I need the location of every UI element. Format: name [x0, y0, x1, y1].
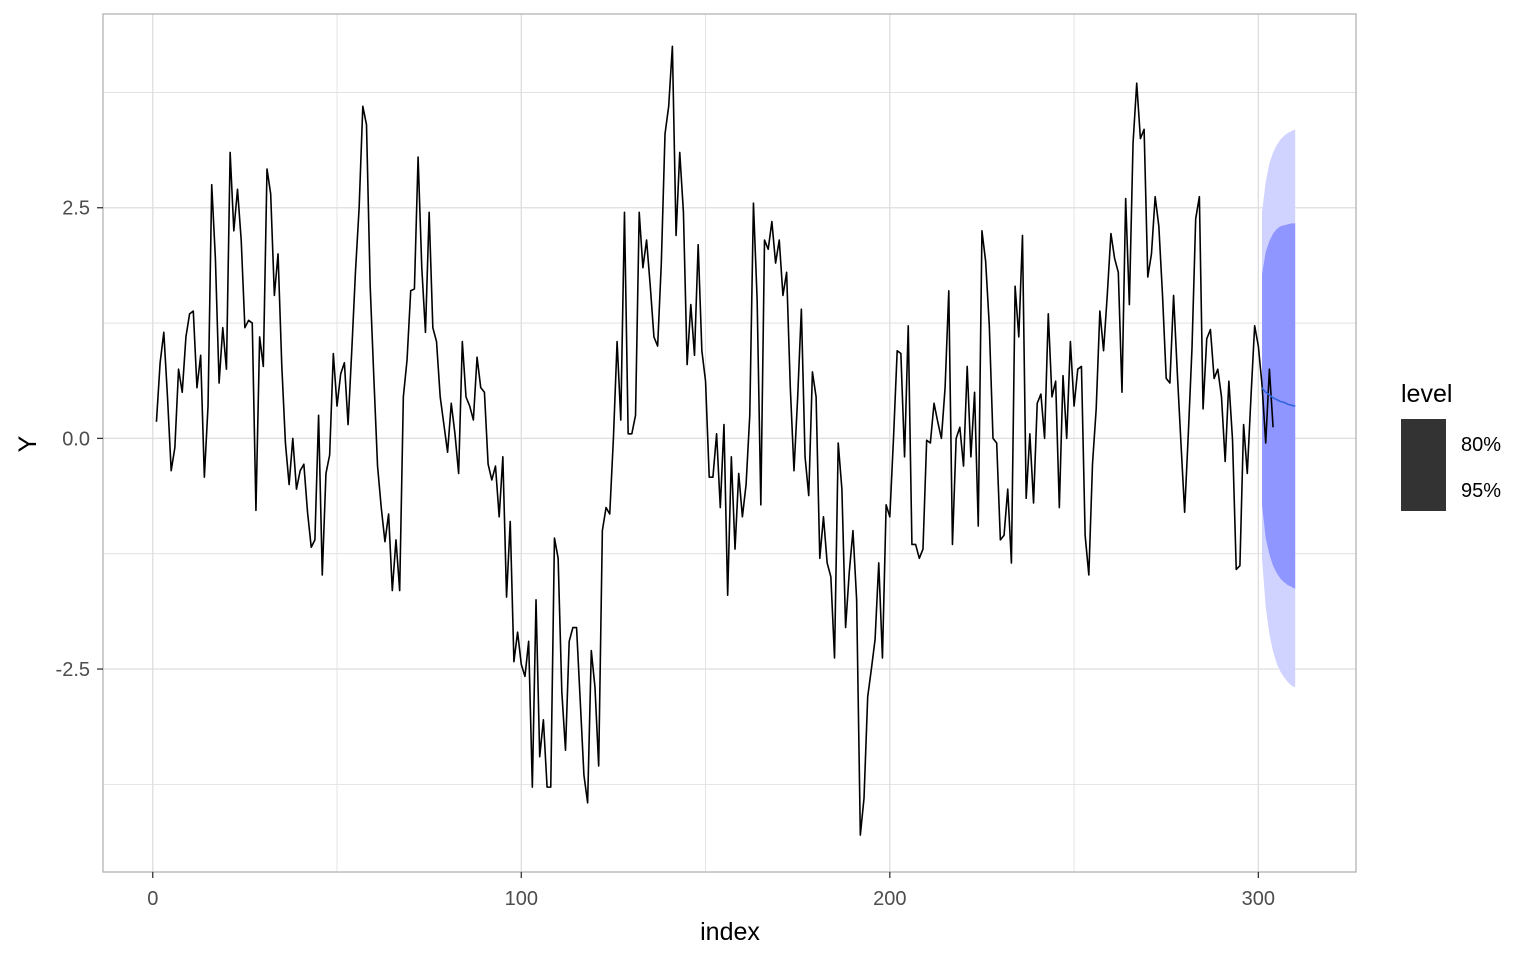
legend-label-80: 80%	[1461, 434, 1501, 456]
y-tick-label: 2.5	[62, 198, 90, 220]
legend: level 80% 95%	[1401, 380, 1501, 511]
x-tick-label: 200	[873, 888, 906, 910]
legend-key-80	[1401, 419, 1446, 465]
series-line	[155, 45, 1274, 836]
plot-panel	[102, 13, 1357, 873]
legend-key-95	[1401, 465, 1446, 511]
x-tick-label: 300	[1242, 888, 1275, 910]
x-axis: 0 100 200 300	[147, 872, 1275, 910]
forecast-band-80	[1262, 223, 1296, 589]
y-tick-label: -2.5	[56, 659, 90, 681]
legend-label-95: 95%	[1461, 480, 1501, 502]
y-axis-title: Y	[14, 435, 42, 452]
legend-title: level	[1401, 380, 1452, 408]
x-tick-label: 0	[147, 888, 158, 910]
y-axis: -2.5 0.0 2.5	[56, 198, 103, 681]
forecast-mean-line	[1261, 387, 1296, 407]
panel-border	[102, 13, 1357, 873]
x-tick-label: 100	[505, 888, 538, 910]
x-axis-title: index	[700, 918, 760, 946]
y-tick-label: 0.0	[62, 428, 90, 450]
